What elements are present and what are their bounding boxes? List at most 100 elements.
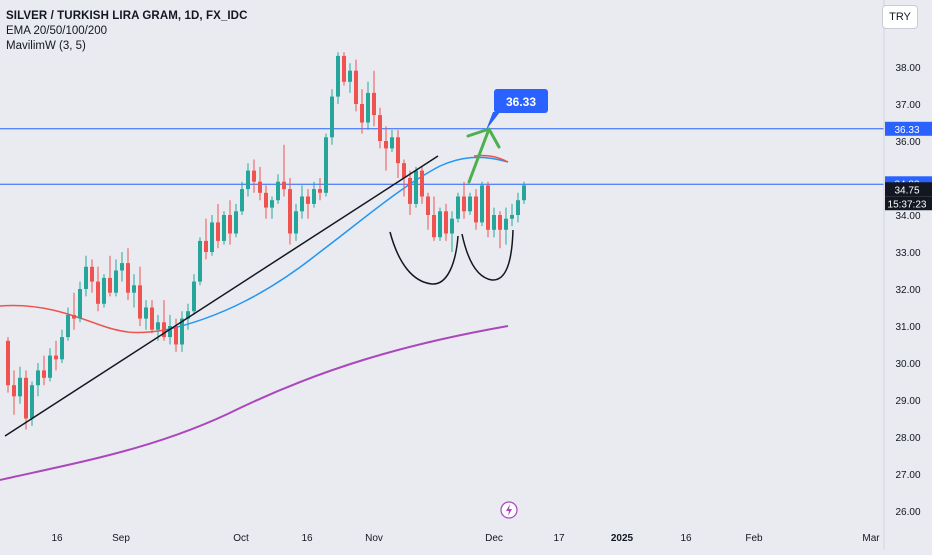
candle-body	[192, 281, 196, 312]
candle-body	[180, 318, 184, 345]
candle-body	[306, 196, 310, 204]
price-tick: 38.00	[895, 63, 920, 74]
candle-body	[264, 192, 268, 208]
candle-body	[234, 211, 238, 234]
indicator-mavilimw[interactable]: MavilimW (3, 5)	[6, 40, 86, 52]
candle-body	[288, 189, 292, 234]
indicator-ema[interactable]: EMA 20/50/100/200	[6, 25, 108, 37]
candle-body	[114, 270, 118, 293]
candle-body	[96, 281, 100, 304]
currency-button[interactable]: TRY	[882, 5, 918, 29]
callout-label: 36.33	[506, 95, 536, 109]
candle-body	[498, 215, 502, 230]
candle-body	[384, 141, 388, 149]
countdown-label: 15:37:23	[888, 199, 927, 210]
candle-body	[12, 385, 16, 397]
candle-body	[480, 185, 484, 223]
time-tick: Feb	[745, 533, 763, 544]
price-label-box	[885, 182, 932, 197]
candle-body	[222, 215, 226, 241]
candle-body	[330, 96, 334, 138]
candle-body	[354, 70, 358, 104]
candle-body	[6, 340, 10, 386]
candle-body	[90, 266, 94, 282]
candle-body	[198, 240, 202, 282]
candle-body	[150, 307, 154, 330]
candle-body	[84, 266, 88, 289]
candle-body	[174, 326, 178, 345]
candle-body	[246, 170, 250, 190]
candle-body	[252, 170, 256, 182]
chart-title: SILVER / TURKISH LIRA GRAM, 1D, FX_IDC	[6, 10, 248, 22]
chart-legend: SILVER / TURKISH LIRA GRAM, 1D, FX_IDC E…	[6, 9, 247, 54]
time-tick: Oct	[233, 533, 249, 544]
countdown-box	[885, 196, 932, 211]
candle-body	[348, 70, 352, 82]
pattern-curve-left	[389, 231, 459, 285]
candle-body	[132, 285, 136, 293]
candle-body	[48, 355, 52, 378]
candle-body	[240, 189, 244, 212]
candle-body	[336, 55, 340, 97]
price-label: 36.33	[894, 125, 919, 136]
candle-body	[60, 337, 64, 360]
candle-body	[24, 377, 28, 419]
candle-body	[468, 196, 472, 212]
candle-body	[18, 377, 22, 397]
candle-body	[66, 314, 70, 338]
candle-body	[42, 370, 46, 378]
candle-body	[258, 181, 262, 193]
candle-body	[342, 55, 346, 82]
price-tick: 34.00	[895, 211, 920, 222]
ema-50-line	[164, 156, 509, 331]
candle-body	[372, 92, 376, 116]
candle-body	[30, 385, 34, 419]
price-tick: 36.00	[895, 137, 920, 148]
candle-body	[492, 215, 496, 230]
candle-body	[108, 277, 112, 293]
candle-body	[186, 311, 190, 319]
candle-body	[408, 178, 412, 204]
candle-body	[54, 355, 58, 360]
candle-body	[102, 277, 106, 304]
candle-body	[36, 370, 40, 386]
price-tick: 26.00	[895, 507, 920, 518]
price-tick: 37.00	[895, 100, 920, 111]
candle-body	[516, 200, 520, 215]
candle-body	[168, 326, 172, 338]
candle-body	[276, 181, 280, 201]
candle-body	[396, 137, 400, 164]
candle-body	[378, 115, 382, 141]
time-tick: Sep	[112, 533, 130, 544]
price-tick: 27.00	[895, 470, 920, 481]
time-tick: 16	[680, 533, 692, 544]
time-tick: 16	[51, 533, 63, 544]
candle-body	[156, 322, 160, 330]
lightning-icon-glyph	[506, 504, 512, 516]
ema-100-line	[0, 304, 166, 334]
candle-body	[522, 185, 526, 201]
time-tick: Nov	[365, 533, 383, 544]
candle-body	[438, 211, 442, 238]
candle-body	[228, 215, 232, 234]
price-label: 34.75	[894, 185, 919, 196]
candle-body	[138, 285, 142, 319]
callout-pointer	[486, 112, 500, 130]
candle-body	[126, 263, 130, 293]
price-tick: 31.00	[895, 322, 920, 333]
candle-body	[456, 196, 460, 219]
candle-body	[486, 185, 490, 230]
trendline	[4, 155, 439, 437]
candle-body	[210, 222, 214, 252]
callout-box	[494, 89, 548, 113]
candle-body	[360, 104, 364, 123]
ema-200-line	[0, 325, 509, 481]
time-tick: 16	[301, 533, 313, 544]
candle-body	[216, 222, 220, 241]
candle-body	[432, 215, 436, 238]
candle-body	[282, 181, 286, 190]
candle-body	[426, 196, 430, 215]
candle-body	[72, 314, 76, 319]
